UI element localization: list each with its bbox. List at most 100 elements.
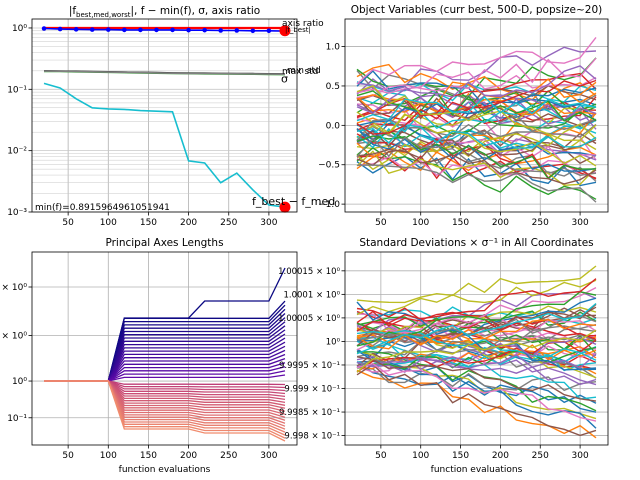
series-line: [43, 27, 286, 32]
y-tick-label: × 10⁰: [2, 283, 28, 293]
label-f-best: |f_best|: [285, 26, 311, 34]
series-line: [356, 310, 597, 340]
series-line: [356, 104, 597, 136]
series-line: [356, 122, 597, 165]
axes-frame: [31, 18, 298, 213]
x-axis-label: function evaluations: [431, 465, 523, 475]
series-point: [105, 27, 111, 32]
x-tick-label: 200: [180, 218, 197, 228]
y-tick-label: 9.998 × 10⁻¹: [284, 432, 340, 442]
series-line: [356, 265, 597, 304]
series-line: [356, 344, 597, 370]
label-axis-ratio: axis ratio: [282, 19, 324, 29]
series-point: [122, 27, 127, 33]
series-point: [73, 27, 79, 32]
x-tick-label: 50: [62, 218, 74, 228]
x-tick-label: 100: [412, 451, 429, 461]
y-tick-label: × 10⁰: [2, 331, 28, 341]
series-line: [356, 69, 597, 122]
x-tick-label: 150: [452, 451, 469, 461]
series-line: [356, 297, 597, 359]
x-tick-label: 150: [452, 218, 469, 228]
x-tick-label: 300: [572, 218, 589, 228]
x-tick-label: 200: [180, 451, 197, 461]
x-tick-label: 50: [62, 451, 74, 461]
y-tick-label: −0.5: [318, 161, 340, 171]
y-tick-label: 1.00005 × 10⁰: [278, 314, 340, 324]
y-tick-label: 9.9995 × 10⁻¹: [279, 361, 340, 371]
series-line: [356, 87, 597, 127]
series-line: [356, 57, 597, 99]
y-tick-label: 10⁻¹: [7, 85, 27, 95]
y-tick-label: 1.0: [326, 43, 341, 53]
series-point: [154, 27, 159, 33]
series-line: [356, 79, 597, 135]
y-tick-label: 9.9985 × 10⁻¹: [279, 408, 340, 418]
panel-title: Principal Axes Lengths: [105, 237, 223, 249]
series-line: [43, 82, 286, 208]
label-sigma: σ: [281, 72, 288, 85]
x-tick-label: 250: [220, 451, 237, 461]
x-tick-label: 100: [412, 218, 429, 228]
series-line: [356, 369, 597, 439]
series-line: [356, 156, 597, 177]
y-tick-label: 10⁰: [326, 337, 341, 347]
panel-title: Standard Deviations × σ⁻¹ in All Coordin…: [359, 237, 593, 249]
series-line: [44, 380, 286, 442]
series-point: [234, 28, 240, 33]
series-line: [356, 96, 597, 116]
series-point: [138, 27, 143, 33]
y-tick-label: 1.0001 × 10⁰: [284, 290, 341, 300]
x-tick-label: 250: [532, 451, 549, 461]
series-line: [44, 304, 286, 382]
panel-object-variables: 50 100 150 200 250 300 −1.0 −0.5 0.0 0.5 1.0 Object…: [318, 4, 609, 228]
axes-frame: [31, 251, 298, 446]
x-tick-label: 300: [260, 218, 277, 228]
label-min-std: min std: [287, 66, 321, 76]
y-tick-label: 1.00015 × 10⁰: [278, 267, 340, 277]
x-tick-label: 200: [492, 451, 509, 461]
series-line: [356, 150, 597, 187]
series-line: [44, 374, 286, 382]
series-point: [57, 26, 63, 32]
y-tick-label: 10⁻³: [7, 208, 27, 218]
x-tick-label: 300: [260, 451, 277, 461]
series-line: [356, 82, 597, 121]
series-line: [356, 278, 597, 332]
series-line: [356, 316, 597, 355]
series-line: [356, 363, 597, 437]
x-tick-label: 50: [375, 451, 387, 461]
y-tick-label: 10⁻¹: [7, 414, 27, 424]
series-line: [356, 71, 597, 94]
y-tick-label: −1.0: [318, 200, 340, 210]
panel-fitness: 50 100 150 200 250 300 10⁰ 10⁻¹ 10⁻² 10⁻³ axis rat…: [7, 5, 335, 228]
series-line: [356, 164, 597, 203]
series-point: [89, 27, 95, 32]
series-line: [356, 318, 597, 350]
x-tick-label: 250: [532, 218, 549, 228]
series-line: [356, 356, 597, 402]
endpoint-marker: [279, 25, 291, 37]
x-tick-label: 150: [140, 451, 157, 461]
series-line: [356, 349, 597, 429]
y-tick-label: 0.0: [326, 121, 341, 131]
y-tick-label: 10⁻²: [7, 147, 27, 157]
y-tick-label: 0.5: [326, 82, 340, 92]
series-line: [44, 362, 286, 382]
series-line: [44, 370, 286, 382]
series-line: [356, 155, 597, 180]
x-tick-label: 150: [140, 218, 157, 228]
panel-title: |fbest,med,worst|, f − min(f), σ, axis r…: [69, 5, 260, 19]
x-axis-label: function evaluations: [119, 465, 211, 475]
axes-frame: [344, 251, 609, 446]
series-line: [356, 367, 597, 392]
series-line: [356, 155, 597, 187]
series-line: [356, 353, 597, 373]
series-line: [356, 301, 597, 371]
series-line: [356, 336, 597, 368]
series-line: [356, 96, 597, 122]
panel-standard-deviations: 50 100 150 200 250 300 1.00015 × 10⁰ 1.0001 × 1…: [278, 237, 609, 475]
series-point: [250, 28, 256, 34]
series-line: [356, 123, 597, 158]
